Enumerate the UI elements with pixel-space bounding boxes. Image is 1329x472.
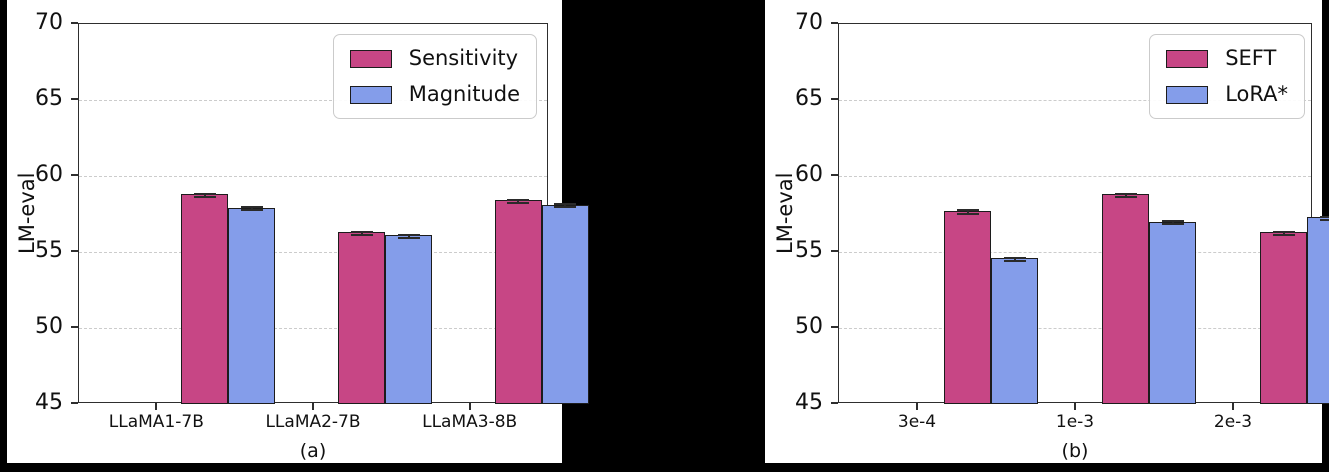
- y-tick-label: 70: [35, 10, 63, 35]
- y-tick: [71, 402, 78, 404]
- y-tick-label: 60: [795, 162, 823, 187]
- y-tick-label: 45: [795, 390, 823, 415]
- x-tick-label: LLaMA2-7B: [265, 412, 361, 432]
- y-tick-label: 50: [795, 314, 823, 339]
- figure-panel-b: LM-eval SEFT LoRA* (b) 45 50 55 60 65 70 3e-4 1e…: [765, 0, 1329, 463]
- legend: SEFT LoRA*: [1149, 34, 1305, 119]
- chart-caption: (b): [1061, 440, 1089, 462]
- y-tick: [831, 22, 838, 24]
- error-bar-whisker: [1171, 220, 1174, 226]
- x-tick-label: LLaMA1-7B: [108, 412, 204, 432]
- chart-caption: (a): [299, 440, 327, 462]
- grid-line: [839, 252, 1311, 253]
- bar: [494, 200, 542, 404]
- legend-swatch: [1166, 85, 1209, 104]
- x-tick-label: 2e-3: [1213, 412, 1253, 432]
- plot-area: Sensitivity Magnitude: [78, 23, 589, 404]
- y-tick-label: 65: [795, 86, 823, 111]
- error-bar-whisker: [407, 233, 410, 239]
- legend: Sensitivity Magnitude: [332, 34, 537, 119]
- y-tick: [71, 174, 78, 176]
- legend-label: Magnitude: [408, 82, 520, 106]
- y-axis-label: LM-eval: [15, 172, 39, 254]
- error-bar-whisker: [1282, 230, 1285, 236]
- y-tick: [831, 250, 838, 252]
- grid-line: [79, 100, 547, 101]
- x-tick: [1232, 403, 1234, 410]
- bar: [385, 235, 432, 404]
- y-axis-label: LM-eval: [773, 172, 797, 254]
- legend-item: Magnitude: [349, 82, 520, 106]
- legend-swatch: [349, 85, 392, 104]
- grid-line: [79, 328, 547, 329]
- x-tick-label: 1e-3: [1055, 412, 1095, 432]
- grid-line: [839, 100, 1311, 101]
- y-tick: [831, 326, 838, 328]
- grid-line: [839, 176, 1311, 177]
- bar: [228, 207, 276, 404]
- error-bar-cap: [1319, 215, 1329, 218]
- y-tick: [71, 98, 78, 100]
- bar: [541, 204, 589, 404]
- bar: [338, 232, 385, 404]
- error-bar-whisker: [517, 198, 520, 204]
- y-tick: [71, 250, 78, 252]
- y-tick-label: 65: [35, 86, 63, 111]
- bar: [1260, 232, 1307, 404]
- y-tick: [831, 174, 838, 176]
- y-tick-label: 50: [35, 314, 63, 339]
- y-tick-label: 55: [35, 238, 63, 263]
- grid-line: [79, 252, 547, 253]
- error-bar-cap: [1319, 218, 1329, 221]
- error-bar-whisker: [564, 203, 567, 209]
- y-tick: [71, 326, 78, 328]
- x-tick: [916, 403, 918, 410]
- bar: [1149, 221, 1196, 404]
- x-tick-label: 3e-4: [897, 412, 937, 432]
- y-tick: [831, 98, 838, 100]
- bar: [944, 211, 991, 404]
- error-bar-whisker: [360, 230, 363, 236]
- legend-label: SEFT: [1225, 46, 1277, 70]
- legend-item: Sensitivity: [349, 46, 520, 70]
- grid-line: [839, 328, 1311, 329]
- legend-item: LoRA*: [1166, 83, 1288, 106]
- x-tick: [312, 403, 314, 410]
- error-bar-whisker: [966, 209, 969, 215]
- y-tick-label: 60: [35, 162, 63, 187]
- bar: [1102, 194, 1149, 404]
- legend-item: SEFT: [1166, 47, 1288, 70]
- y-tick-label: 70: [795, 10, 823, 35]
- grid-line: [79, 176, 547, 177]
- bar: [181, 194, 229, 404]
- plot-area: SEFT LoRA*: [838, 23, 1329, 404]
- x-tick: [155, 403, 158, 410]
- y-tick-label: 55: [795, 238, 823, 263]
- y-tick: [71, 22, 78, 24]
- error-bar-whisker: [203, 192, 206, 198]
- legend-swatch: [349, 49, 392, 68]
- error-bar-whisker: [1124, 192, 1127, 198]
- x-tick: [1074, 403, 1076, 410]
- legend-swatch: [1166, 49, 1209, 68]
- error-bar-whisker: [250, 206, 253, 212]
- legend-label: Sensitivity: [408, 46, 519, 70]
- bar: [1307, 217, 1329, 404]
- legend-label: LoRA*: [1225, 82, 1288, 106]
- x-tick: [468, 403, 471, 410]
- x-tick-label: LLaMA3-8B: [422, 412, 518, 432]
- error-bar-whisker: [1013, 256, 1016, 262]
- y-tick: [831, 402, 838, 404]
- y-tick-label: 45: [35, 390, 63, 415]
- bar: [991, 258, 1038, 404]
- figure-panel-a: LM-eval Sensitivity Magnitude (a) 45 50 55 6…: [7, 0, 589, 463]
